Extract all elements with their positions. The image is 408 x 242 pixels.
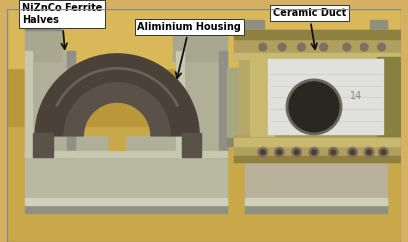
Bar — [220, 51, 227, 157]
Bar — [377, 57, 401, 136]
Text: Busk: Busk — [306, 88, 326, 97]
Polygon shape — [64, 83, 170, 136]
Circle shape — [312, 150, 316, 155]
Circle shape — [278, 43, 286, 51]
Bar — [234, 30, 408, 59]
Bar — [234, 30, 408, 39]
Circle shape — [275, 147, 284, 157]
Bar — [251, 57, 401, 136]
Bar — [173, 22, 227, 60]
Circle shape — [320, 43, 328, 51]
Bar — [33, 133, 53, 157]
Bar — [234, 135, 408, 162]
Bar — [24, 205, 227, 213]
Bar — [234, 156, 408, 162]
Text: Aliminium Housing: Aliminium Housing — [137, 22, 241, 78]
Circle shape — [292, 147, 302, 157]
Bar — [7, 8, 401, 126]
Text: NiZnCo Ferrite
Halves: NiZnCo Ferrite Halves — [22, 3, 102, 49]
Bar — [24, 151, 227, 157]
Bar — [176, 51, 227, 157]
Polygon shape — [35, 54, 199, 136]
Bar — [244, 160, 387, 213]
Circle shape — [309, 147, 319, 157]
Circle shape — [258, 147, 268, 157]
Circle shape — [297, 43, 305, 51]
Bar — [370, 54, 387, 160]
Circle shape — [277, 150, 282, 155]
Bar — [244, 20, 264, 63]
Bar — [24, 136, 227, 157]
Bar — [227, 138, 244, 145]
Bar — [227, 68, 244, 145]
Bar — [239, 30, 408, 160]
Circle shape — [259, 43, 267, 51]
Bar — [234, 138, 408, 145]
Bar — [24, 51, 75, 157]
Bar — [24, 20, 61, 30]
Circle shape — [366, 150, 371, 155]
Bar — [244, 198, 387, 205]
Circle shape — [379, 147, 388, 157]
Bar — [24, 51, 32, 157]
Bar — [176, 51, 184, 157]
Bar — [244, 205, 387, 213]
Bar — [24, 22, 61, 60]
Circle shape — [360, 43, 368, 51]
Bar — [24, 155, 227, 213]
Bar — [251, 57, 275, 136]
Bar — [67, 51, 75, 157]
Circle shape — [381, 150, 386, 155]
Circle shape — [287, 80, 341, 134]
Circle shape — [331, 150, 336, 155]
Bar — [182, 133, 201, 157]
Bar — [173, 20, 227, 30]
Circle shape — [378, 43, 386, 51]
Bar — [244, 54, 264, 160]
Bar — [24, 198, 227, 205]
Circle shape — [294, 150, 299, 155]
Bar — [109, 131, 125, 150]
Circle shape — [328, 147, 338, 157]
Circle shape — [260, 150, 265, 155]
Text: Ceramic Duct: Ceramic Duct — [273, 8, 346, 49]
Bar — [234, 53, 408, 59]
Circle shape — [348, 147, 357, 157]
Circle shape — [364, 147, 374, 157]
Bar — [370, 20, 387, 63]
Text: 14: 14 — [350, 91, 362, 101]
Bar — [268, 59, 384, 134]
Bar — [7, 8, 401, 68]
Circle shape — [350, 150, 355, 155]
Circle shape — [343, 43, 350, 51]
